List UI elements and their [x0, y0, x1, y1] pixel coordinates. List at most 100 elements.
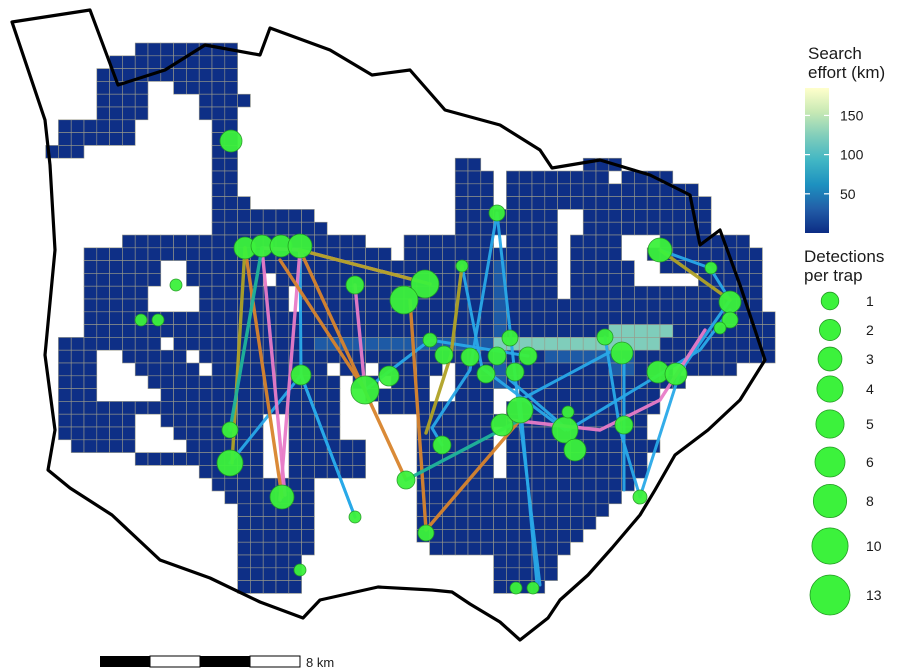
effort-cell: [390, 260, 405, 274]
effort-cell: [544, 183, 558, 197]
movement-path: [243, 246, 284, 499]
effort-cell: [224, 490, 238, 505]
effort-cell: [659, 324, 674, 338]
effort-cell: [467, 285, 482, 300]
effort-cell: [544, 349, 558, 364]
effort-cell: [442, 541, 456, 556]
effort-cell: [608, 209, 622, 223]
effort-cell: [531, 209, 546, 223]
effort-cell: [211, 375, 226, 389]
effort-cell: [173, 388, 187, 402]
effort-cell: [634, 285, 648, 300]
effort-cell: [83, 260, 98, 274]
effort-cell: [672, 285, 686, 300]
effort-cell: [134, 247, 149, 261]
effort-cell: [160, 452, 174, 466]
effort-cell: [429, 477, 443, 492]
effort-cell: [211, 183, 226, 197]
effort-cell: [467, 452, 482, 466]
effort-cell: [365, 285, 379, 300]
effort-cell: [186, 426, 200, 441]
effort-cell: [96, 337, 110, 351]
effort-cell: [454, 401, 469, 415]
effort-cell: [58, 132, 72, 146]
effort-cell: [326, 375, 341, 389]
effort-cell: [582, 196, 597, 210]
effort-cell: [506, 170, 520, 185]
effort-cell: [96, 106, 110, 121]
effort-cell: [749, 285, 763, 300]
effort-cell: [326, 401, 341, 415]
effort-cell: [250, 401, 264, 415]
effort-cell: [122, 260, 136, 274]
effort-cell: [544, 170, 558, 185]
effort-cell: [198, 413, 213, 428]
effort-cell: [70, 349, 85, 364]
trap-marker: [501, 329, 519, 347]
trap-marker: [563, 438, 587, 462]
effort-cell: [685, 285, 699, 300]
detections-key-circle: [820, 291, 840, 311]
effort-cell: [237, 196, 251, 210]
effort-cell: [467, 401, 482, 415]
effort-cell: [595, 362, 610, 377]
effort-cell: [467, 221, 482, 236]
effort-cell: [531, 477, 546, 492]
effort-cell: [595, 196, 610, 210]
trap-marker: [417, 524, 435, 542]
effort-cell: [442, 247, 456, 261]
trap-marker: [490, 413, 514, 437]
effort-cell: [467, 183, 482, 197]
effort-cell: [698, 209, 712, 223]
effort-cell: [557, 529, 571, 543]
effort-cell: [224, 273, 238, 287]
effort-cell: [762, 324, 776, 338]
effort-cell: [275, 324, 290, 338]
effort-cell: [518, 541, 533, 556]
effort-cell: [621, 273, 635, 287]
effort-cell: [134, 452, 149, 466]
effort-cell: [506, 541, 520, 556]
effort-cell: [749, 247, 763, 261]
effort-cell: [595, 503, 610, 517]
effort-cell: [493, 529, 507, 543]
effort-cell: [557, 349, 571, 364]
effort-cell: [736, 234, 750, 249]
effort-cell: [96, 426, 110, 441]
effort-cell: [582, 477, 597, 492]
effort-cell: [134, 93, 149, 108]
effort-cell: [608, 298, 622, 313]
effort-cell: [96, 119, 110, 133]
effort-cell: [518, 234, 533, 249]
effort-cell: [211, 439, 226, 453]
effort-cell: [621, 221, 635, 236]
effort-cell: [467, 234, 482, 249]
effort-cell: [557, 196, 571, 210]
effort-cell: [634, 388, 648, 402]
trap-marker: [219, 129, 243, 153]
effort-cell: [390, 337, 405, 351]
effort-cell: [237, 554, 251, 569]
effort-cell: [454, 170, 469, 185]
effort-cell: [403, 260, 418, 274]
effort-cell: [557, 337, 571, 351]
effort-cell: [122, 273, 136, 287]
effort-cell: [570, 247, 584, 261]
effort-cell: [122, 439, 136, 453]
effort-cell: [621, 260, 635, 274]
effort-cell: [608, 452, 622, 466]
trap-marker: [664, 362, 688, 386]
effort-cell: [301, 349, 315, 364]
effort-cell: [314, 452, 328, 466]
effort-cell: [198, 93, 213, 108]
effort-cell: [646, 196, 661, 210]
effort-cell: [314, 465, 328, 479]
effort-cell: [429, 298, 443, 313]
effort-cell: [83, 324, 98, 338]
effort-cell: [467, 503, 482, 517]
effort-cell: [237, 401, 251, 415]
effort-cell: [275, 567, 290, 581]
effort-cell: [173, 375, 187, 389]
effort-cell: [314, 362, 328, 377]
effort-cell: [211, 221, 226, 236]
